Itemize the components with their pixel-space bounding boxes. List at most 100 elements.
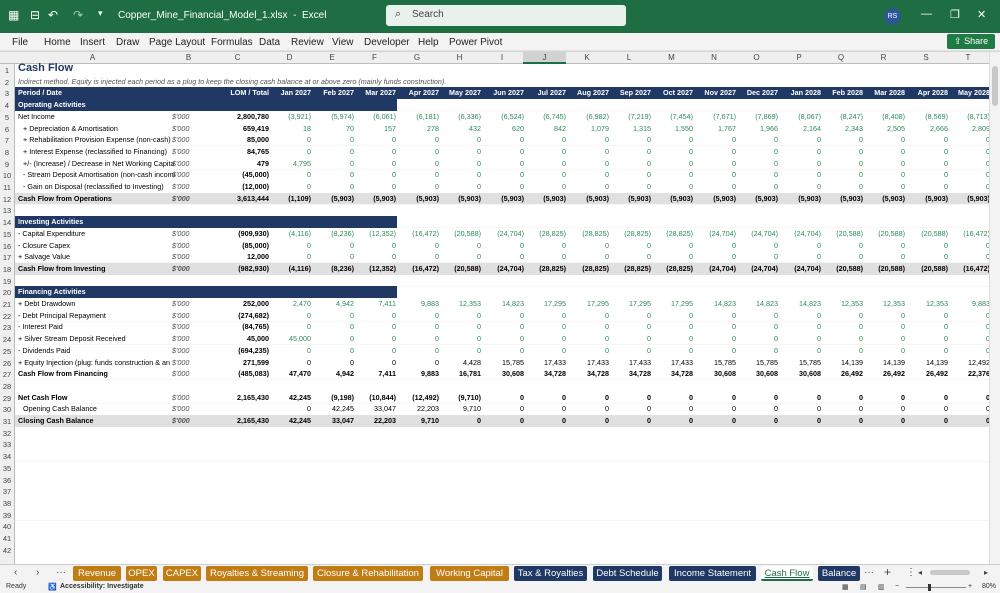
row-header[interactable]: 27 bbox=[2, 370, 12, 380]
cell-value[interactable]: 0 bbox=[901, 334, 905, 344]
cell-value[interactable]: 0 bbox=[817, 404, 821, 414]
cell-value[interactable]: 0 bbox=[477, 135, 481, 145]
cell-value[interactable]: 0 bbox=[689, 135, 693, 145]
cell-value[interactable]: 2,505 bbox=[887, 123, 905, 133]
cell-value[interactable]: 0 bbox=[350, 182, 354, 191]
page-layout-view-icon[interactable]: ▤ bbox=[860, 584, 867, 591]
menu-home[interactable]: Home bbox=[44, 37, 71, 48]
row-unit[interactable]: $'000 bbox=[172, 310, 190, 320]
row-header[interactable]: 4 bbox=[4, 101, 10, 111]
cell-value[interactable]: 0 bbox=[647, 158, 651, 168]
cell-value[interactable]: 42,245 bbox=[289, 392, 311, 402]
row-header[interactable]: 28 bbox=[2, 381, 12, 391]
cell-value[interactable]: 0 bbox=[350, 334, 354, 344]
cell-value[interactable]: (20,588) bbox=[921, 228, 948, 238]
row-lom-total[interactable]: (982,930) bbox=[238, 263, 269, 273]
cell-value[interactable]: 0 bbox=[307, 310, 311, 320]
row-label[interactable]: Cash Flow from Investing bbox=[18, 263, 106, 273]
row-header[interactable]: 14 bbox=[2, 218, 12, 228]
cell-value[interactable]: 0 bbox=[477, 334, 481, 344]
cell-value[interactable]: 0 bbox=[477, 252, 481, 262]
cell-value[interactable]: (6,061) bbox=[373, 111, 396, 121]
cell-value[interactable]: 0 bbox=[944, 416, 948, 425]
cell-value[interactable]: 0 bbox=[817, 146, 821, 156]
cell-value[interactable]: 0 bbox=[350, 135, 354, 145]
cell-value[interactable]: 0 bbox=[562, 345, 566, 355]
row-unit[interactable]: $'000 bbox=[172, 252, 190, 262]
row-unit[interactable]: $'000 bbox=[172, 345, 190, 355]
cell-value[interactable]: 12,353 bbox=[883, 299, 905, 308]
row-label[interactable]: - Interest Paid bbox=[18, 322, 63, 332]
zoom-slider-thumb[interactable] bbox=[928, 584, 931, 591]
cell-value[interactable]: (24,704) bbox=[751, 228, 778, 238]
autosave-icon[interactable]: ⊟ bbox=[30, 8, 41, 22]
cell-value[interactable]: 0 bbox=[732, 416, 736, 425]
sheet-tab-opex[interactable]: OPEX bbox=[126, 566, 157, 581]
cell-value[interactable]: (5,903) bbox=[628, 193, 651, 203]
cell-value[interactable]: 0 bbox=[647, 252, 651, 262]
cell-value[interactable]: (5,974) bbox=[331, 111, 354, 121]
row-header[interactable]: 29 bbox=[2, 393, 12, 403]
cell-value[interactable]: 0 bbox=[944, 135, 948, 145]
cell-value[interactable]: 26,492 bbox=[883, 369, 905, 379]
sheet-tab-balance[interactable]: Balance bbox=[818, 566, 860, 581]
cell-value[interactable]: 0 bbox=[477, 310, 481, 320]
cell-value[interactable]: (5,903) bbox=[755, 193, 778, 203]
cell-value[interactable]: 0 bbox=[689, 310, 693, 320]
row-lom-total[interactable]: 12,000 bbox=[247, 252, 269, 262]
cell-value[interactable]: 0 bbox=[562, 392, 566, 402]
cell-value[interactable]: 0 bbox=[435, 334, 439, 344]
cell-value[interactable]: 0 bbox=[859, 170, 863, 180]
cell-value[interactable]: 0 bbox=[901, 158, 905, 168]
search-box[interactable]: ⌕ Search bbox=[386, 5, 626, 26]
row-lom-total[interactable]: 252,000 bbox=[243, 299, 269, 308]
cell-value[interactable]: 0 bbox=[986, 240, 989, 250]
zoom-out-icon[interactable]: − bbox=[895, 583, 900, 590]
cell-value[interactable]: 0 bbox=[689, 158, 693, 168]
cell-value[interactable]: (6,181) bbox=[416, 111, 439, 121]
cell-value[interactable]: 0 bbox=[605, 416, 609, 425]
cell-value[interactable]: 0 bbox=[307, 182, 311, 191]
cell-value[interactable]: (5,903) bbox=[967, 193, 989, 203]
cell-value[interactable]: 0 bbox=[732, 240, 736, 250]
column-header-j[interactable]: J bbox=[523, 52, 566, 64]
cell-value[interactable]: 0 bbox=[647, 392, 651, 402]
row-lom-total[interactable]: (694,235) bbox=[238, 345, 269, 355]
cell-value[interactable]: 0 bbox=[307, 240, 311, 250]
cell-value[interactable]: (12,492) bbox=[412, 392, 439, 402]
cell-value[interactable]: 0 bbox=[435, 182, 439, 191]
cell-value[interactable]: 0 bbox=[732, 334, 736, 344]
column-header-o[interactable]: O bbox=[753, 53, 760, 62]
cell-value[interactable]: 0 bbox=[817, 322, 821, 332]
row-lom-total[interactable]: 2,165,430 bbox=[237, 392, 269, 402]
cell-value[interactable]: (7,219) bbox=[628, 111, 651, 121]
column-header-b[interactable]: B bbox=[185, 53, 192, 62]
cell-value[interactable]: 0 bbox=[392, 252, 396, 262]
cell-value[interactable]: 2,809 bbox=[972, 123, 989, 133]
cell-value[interactable]: 42,245 bbox=[332, 404, 354, 414]
cell-value[interactable]: 47,470 bbox=[289, 369, 311, 379]
row-unit[interactable]: $'000 bbox=[172, 357, 190, 367]
cell-value[interactable]: (7,671) bbox=[713, 111, 736, 121]
row-unit[interactable]: $'000 bbox=[172, 404, 190, 414]
cell-value[interactable]: 0 bbox=[350, 345, 354, 355]
cell-value[interactable]: 0 bbox=[901, 310, 905, 320]
cell-value[interactable]: (5,903) bbox=[713, 193, 736, 203]
cell-value[interactable]: 0 bbox=[562, 404, 566, 414]
row-unit[interactable]: $'000 bbox=[172, 182, 190, 191]
cell-value[interactable]: (8,236) bbox=[331, 263, 354, 273]
share-button[interactable]: ⇪ Share bbox=[947, 34, 995, 49]
cell-value[interactable]: 15,785 bbox=[756, 357, 778, 367]
scroll-thumb[interactable] bbox=[992, 66, 998, 106]
row-label[interactable]: + Silver Stream Deposit Received bbox=[18, 334, 126, 344]
cell-value[interactable]: (28,825) bbox=[624, 263, 651, 273]
row-unit[interactable]: $'000 bbox=[172, 263, 190, 273]
cell-value[interactable]: 0 bbox=[689, 334, 693, 344]
row-unit[interactable]: $'000 bbox=[172, 193, 190, 203]
cell-value[interactable]: (20,588) bbox=[878, 228, 905, 238]
cell-value[interactable]: 157 bbox=[384, 123, 396, 133]
cell-value[interactable]: 0 bbox=[350, 158, 354, 168]
column-header-e[interactable]: E bbox=[329, 53, 335, 62]
cell-value[interactable]: 0 bbox=[605, 310, 609, 320]
cell-value[interactable]: 0 bbox=[520, 322, 524, 332]
